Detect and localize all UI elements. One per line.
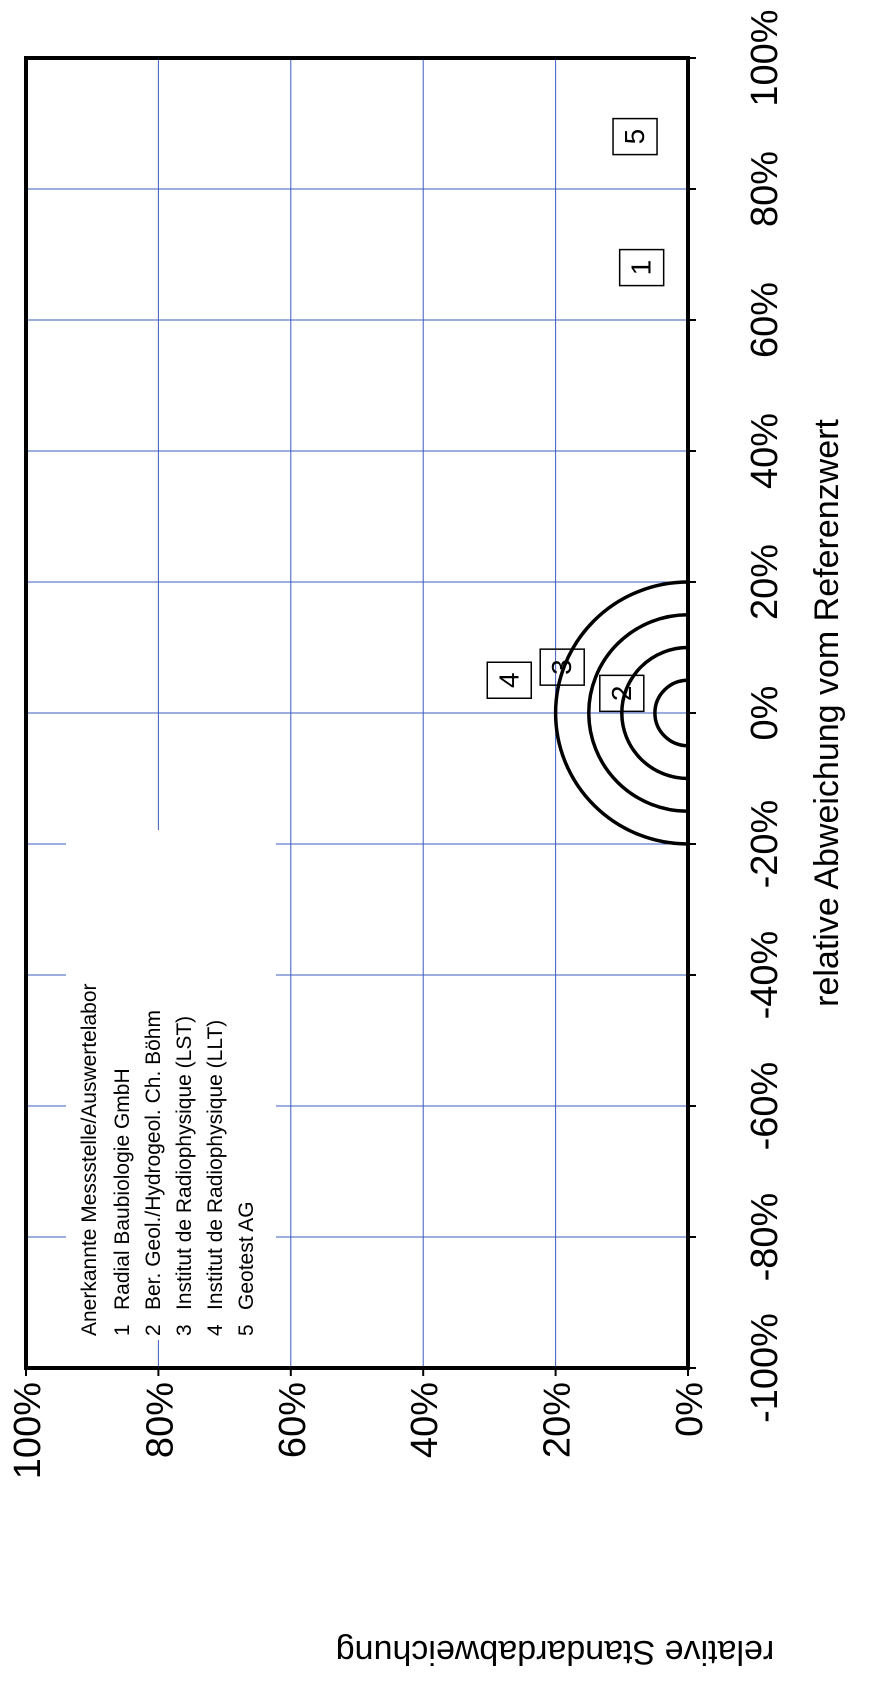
legend-entry-number: 3 xyxy=(173,1324,196,1336)
point-label: 2 xyxy=(606,686,637,702)
legend-entry-number: 5 xyxy=(235,1324,258,1336)
point-marker xyxy=(618,248,665,287)
x-tick-label: 80% xyxy=(744,151,786,227)
x-tick-label: 100% xyxy=(744,9,786,106)
x-tick-label: 20% xyxy=(744,544,786,620)
y-tick-label: 100% xyxy=(7,1382,49,1479)
legend-entry-label: Geotest AG xyxy=(235,1201,258,1310)
reference-circle xyxy=(620,645,689,781)
reference-circles xyxy=(553,580,689,846)
point-label: 4 xyxy=(493,672,524,688)
y-axis-title: relative Standardabweichung xyxy=(336,1633,775,1671)
legend-entry-label: Radial Baubiologie GmbH xyxy=(111,1068,134,1310)
legend-entry-number: 4 xyxy=(204,1324,227,1336)
x-tick-label: -20% xyxy=(744,800,786,889)
y-tick-label: 20% xyxy=(537,1382,579,1458)
x-tick-label: 40% xyxy=(744,413,786,489)
x-tick-label: 0% xyxy=(744,686,786,741)
legend-entry-label: Ber. Geol./Hydrogeol. Ch. Böhm xyxy=(142,1010,165,1310)
reference-circle xyxy=(553,580,689,846)
legend-entry-number: 2 xyxy=(142,1324,165,1336)
point-marker xyxy=(612,117,658,156)
point-label: 3 xyxy=(546,659,577,675)
x-tick-label: -40% xyxy=(744,931,786,1020)
x-axis-title: relative Abweichung vom Referenzwert xyxy=(808,419,846,1007)
y-tick-label: 80% xyxy=(139,1382,181,1458)
x-axis-ticks: -100% -80% -60% -40% -20% 0% 20% 40% 60% 80% 100% xyxy=(688,9,786,1423)
legend-title: Anerkannte Messstelle/Auswertelabor xyxy=(78,983,101,1336)
point-marker xyxy=(539,648,585,686)
point-marker xyxy=(599,674,645,713)
x-tick-label: -60% xyxy=(744,1062,786,1151)
y-tick-label: 40% xyxy=(404,1382,446,1458)
legend-box xyxy=(66,830,276,1340)
legend-entry-label: Institut de Radiophysique (LST) xyxy=(173,1016,196,1310)
y-axis-ticks: 0% 20% 40% 60% 80% 100% xyxy=(7,1368,711,1479)
x-tick-label: -100% xyxy=(744,1313,786,1423)
data-points: 1 2 3 4 5 xyxy=(486,117,665,713)
legend: Anerkannte Messstelle/Auswertelabor 1 Radi… xyxy=(66,830,276,1340)
reference-circle xyxy=(653,678,689,748)
legend-entry-number: 1 xyxy=(111,1324,134,1336)
y-tick-label: 0% xyxy=(669,1382,711,1437)
legend-entry-label: Institut de Radiophysique (LLT) xyxy=(204,1020,227,1310)
point-label: 5 xyxy=(619,129,650,145)
y-tick-label: 60% xyxy=(272,1382,314,1458)
x-tick-label: 60% xyxy=(744,282,786,358)
point-label: 1 xyxy=(626,260,657,276)
point-marker xyxy=(486,661,533,699)
x-tick-label: -80% xyxy=(744,1193,786,1282)
reference-circle xyxy=(586,613,689,813)
